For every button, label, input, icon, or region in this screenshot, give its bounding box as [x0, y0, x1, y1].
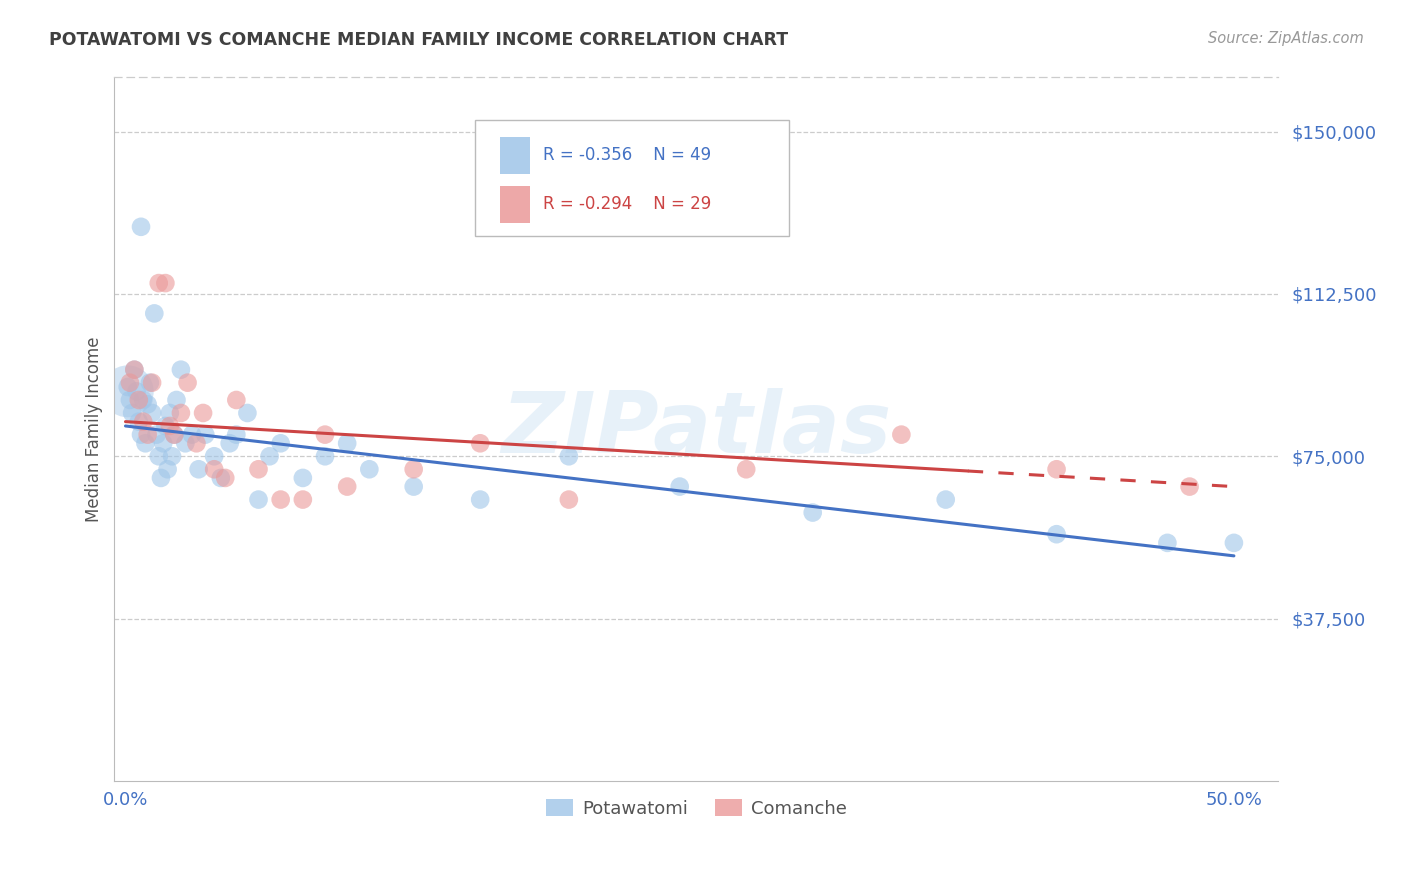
- Point: [174, 436, 197, 450]
- Point: [176, 376, 198, 390]
- FancyBboxPatch shape: [499, 137, 530, 174]
- Point: [214, 471, 236, 485]
- Point: [470, 492, 492, 507]
- Point: [402, 479, 425, 493]
- Point: [402, 462, 425, 476]
- Point: [136, 397, 159, 411]
- Point: [129, 427, 152, 442]
- Point: [145, 427, 167, 442]
- Point: [124, 362, 146, 376]
- Point: [181, 427, 204, 442]
- FancyBboxPatch shape: [475, 120, 789, 235]
- Legend: Potawatomi, Comanche: Potawatomi, Comanche: [538, 791, 853, 825]
- Point: [336, 436, 359, 450]
- Point: [1223, 536, 1246, 550]
- Point: [247, 492, 270, 507]
- Point: [136, 427, 159, 442]
- Point: [118, 392, 141, 407]
- Point: [155, 276, 177, 290]
- Point: [143, 306, 166, 320]
- Point: [148, 276, 170, 290]
- Point: [735, 462, 758, 476]
- Point: [314, 450, 336, 464]
- Point: [160, 450, 183, 464]
- Point: [159, 419, 181, 434]
- Point: [125, 384, 148, 399]
- Point: [156, 462, 179, 476]
- Text: POTAWATOMI VS COMANCHE MEDIAN FAMILY INCOME CORRELATION CHART: POTAWATOMI VS COMANCHE MEDIAN FAMILY INC…: [49, 31, 789, 49]
- Y-axis label: Median Family Income: Median Family Income: [86, 336, 103, 522]
- Point: [1156, 536, 1178, 550]
- Point: [470, 436, 492, 450]
- Point: [128, 392, 150, 407]
- Point: [124, 362, 146, 376]
- Point: [890, 427, 912, 442]
- Point: [129, 219, 152, 234]
- Point: [132, 392, 155, 407]
- Point: [209, 471, 232, 485]
- Point: [141, 376, 163, 390]
- Point: [159, 406, 181, 420]
- Point: [218, 436, 240, 450]
- Point: [139, 376, 162, 390]
- Point: [291, 471, 314, 485]
- Point: [170, 362, 193, 376]
- Point: [117, 380, 139, 394]
- Point: [359, 462, 381, 476]
- Point: [259, 450, 281, 464]
- Point: [187, 462, 209, 476]
- Point: [314, 427, 336, 442]
- Text: R = -0.294    N = 29: R = -0.294 N = 29: [543, 195, 711, 213]
- Point: [155, 419, 177, 434]
- Point: [191, 406, 214, 420]
- Point: [270, 436, 292, 450]
- FancyBboxPatch shape: [499, 186, 530, 223]
- Point: [270, 492, 292, 507]
- Point: [247, 462, 270, 476]
- Text: R = -0.356    N = 49: R = -0.356 N = 49: [543, 146, 711, 164]
- Point: [225, 392, 247, 407]
- Text: ZIPatlas: ZIPatlas: [501, 388, 891, 471]
- Text: Source: ZipAtlas.com: Source: ZipAtlas.com: [1208, 31, 1364, 46]
- Point: [1045, 462, 1067, 476]
- Point: [118, 376, 141, 390]
- Point: [117, 384, 139, 399]
- Point: [558, 450, 581, 464]
- Point: [202, 450, 225, 464]
- Point: [170, 406, 193, 420]
- Point: [202, 462, 225, 476]
- Point: [149, 471, 172, 485]
- Point: [152, 436, 174, 450]
- Point: [132, 415, 155, 429]
- Point: [935, 492, 957, 507]
- Point: [236, 406, 259, 420]
- Point: [1045, 527, 1067, 541]
- Point: [186, 436, 208, 450]
- Point: [336, 479, 359, 493]
- Point: [141, 406, 163, 420]
- Point: [801, 506, 824, 520]
- Point: [1178, 479, 1201, 493]
- Point: [558, 492, 581, 507]
- Point: [291, 492, 314, 507]
- Point: [128, 415, 150, 429]
- Point: [134, 436, 156, 450]
- Point: [166, 392, 188, 407]
- Point: [163, 427, 186, 442]
- Point: [163, 427, 186, 442]
- Point: [121, 406, 143, 420]
- Point: [668, 479, 690, 493]
- Point: [225, 427, 247, 442]
- Point: [148, 450, 170, 464]
- Point: [194, 427, 217, 442]
